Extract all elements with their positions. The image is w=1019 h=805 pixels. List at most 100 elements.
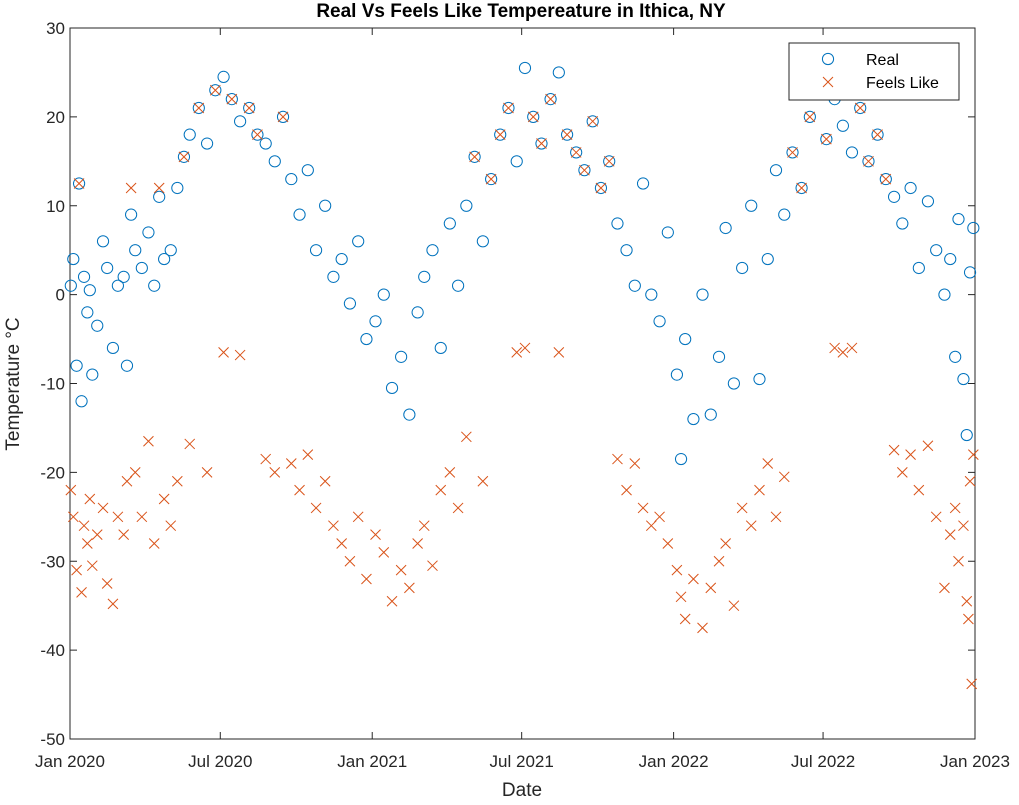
real-point [736, 261, 749, 275]
feels-like-point [561, 129, 573, 141]
legend-box [788, 42, 960, 101]
feels-like-point [922, 440, 934, 452]
feels-like-point [136, 511, 148, 523]
feels-like-point [503, 102, 514, 114]
real-point [72, 177, 86, 190]
feels-like-point [837, 347, 849, 358]
real-point [293, 208, 306, 221]
real-point [259, 137, 272, 150]
real-point [594, 181, 608, 195]
feels-like-point [395, 564, 407, 576]
feels-like-point [963, 613, 974, 625]
feels-like-point [961, 595, 973, 607]
real-point [111, 279, 124, 292]
feels-like-point [269, 467, 281, 478]
real-point [696, 288, 709, 301]
real-point [518, 61, 532, 75]
x-tick-label: Jan 2020 [35, 752, 105, 771]
real-point [403, 408, 416, 421]
feels-like-point [336, 538, 348, 549]
feels-like-point [302, 449, 314, 460]
real-point [335, 252, 348, 266]
feels-like-point [148, 538, 160, 549]
x-tick-label: Jan 2021 [337, 752, 407, 771]
real-point [921, 195, 935, 208]
feels-like-point [352, 511, 364, 523]
feels-like-point [728, 600, 740, 612]
real-point [544, 93, 557, 106]
real-point [70, 359, 83, 372]
real-point [75, 395, 88, 408]
real-point [753, 372, 766, 386]
real-point [661, 226, 674, 239]
feels-like-point [344, 555, 356, 567]
feels-like-point [958, 520, 969, 532]
real-point [276, 110, 290, 123]
x-axis-label: Date [502, 780, 542, 800]
x-tick-label: Jul 2020 [188, 752, 252, 771]
x-tick-label: Jul 2021 [490, 752, 554, 771]
real-point [129, 244, 142, 257]
feels-like-point [527, 111, 539, 123]
feels-like-point [603, 155, 615, 167]
feels-like-point [125, 182, 137, 194]
real-point [153, 190, 166, 203]
feels-like-point [888, 444, 900, 456]
feels-like-point [787, 147, 798, 158]
real-point [343, 297, 357, 310]
feels-like-point [713, 555, 725, 567]
feels-like-point [688, 573, 699, 585]
feels-like-point [193, 102, 205, 114]
feels-like-point [863, 155, 874, 167]
real-point [476, 235, 489, 248]
feels-like-point [629, 458, 641, 469]
feels-like-point [939, 582, 950, 594]
feels-like-point [452, 502, 464, 514]
real-point [636, 177, 650, 190]
feels-like-point [519, 342, 531, 354]
real-point [552, 66, 565, 79]
real-point [527, 110, 540, 123]
feels-like-point [536, 138, 547, 149]
real-point [820, 132, 833, 146]
legend: Real Feels Like [788, 42, 960, 101]
plot-area [69, 27, 976, 740]
real-point [106, 341, 120, 355]
real-point [309, 244, 323, 257]
real-point [96, 235, 110, 248]
feels-like-point [71, 564, 82, 576]
feels-like-point [444, 467, 456, 478]
feels-like-point [778, 471, 790, 483]
feels-like-point [243, 102, 255, 114]
feels-like-point [637, 502, 649, 514]
real-point [443, 217, 456, 230]
feels-like-point [944, 529, 956, 540]
feels-like-point [913, 484, 925, 496]
real-point [86, 368, 99, 381]
feels-like-point [905, 449, 916, 460]
real-point [896, 217, 909, 230]
real-point [845, 146, 859, 159]
real-point [952, 212, 965, 226]
feels-like-point [370, 529, 381, 540]
feels-like-point [76, 587, 87, 598]
feels-like-point [218, 347, 229, 358]
legend-real-label: Real [866, 52, 899, 69]
real-point [135, 261, 148, 275]
legend-real-marker [821, 52, 835, 66]
real-point [745, 199, 758, 212]
feels-like-point [404, 582, 415, 594]
real-point [434, 341, 447, 355]
feels-like-point [84, 493, 96, 505]
real-point [904, 181, 917, 195]
real-point [468, 150, 481, 163]
real-point [225, 93, 238, 106]
feels-like-point [234, 349, 246, 361]
feels-like-point [745, 520, 757, 532]
real-point [301, 164, 314, 177]
feels-like-point [796, 182, 807, 194]
real-point [687, 412, 700, 426]
real-point [81, 306, 94, 319]
real-point [125, 208, 138, 221]
real-point [209, 84, 222, 97]
